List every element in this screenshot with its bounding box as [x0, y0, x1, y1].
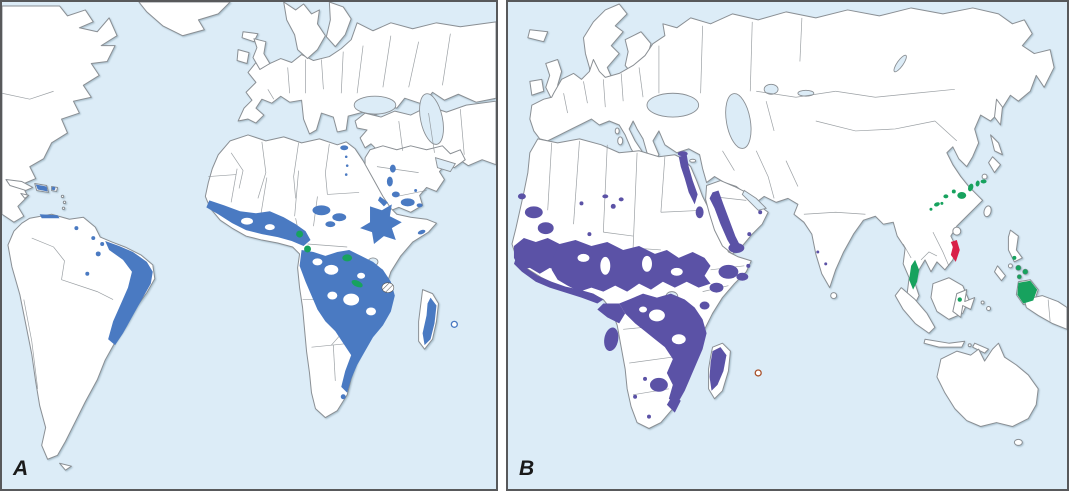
distribution-green-a	[296, 230, 363, 288]
distribution-green-b	[909, 179, 1038, 304]
map-panel-a: A	[0, 0, 498, 491]
panel-label-a: A	[13, 457, 29, 480]
distribution-purple-b	[513, 151, 828, 419]
inland-seas-a	[353, 93, 457, 329]
distribution-red-b	[950, 240, 960, 262]
panel-label-b: B	[519, 457, 535, 480]
hatched-area-a	[381, 282, 395, 293]
map-panel-b: B	[506, 0, 1069, 491]
island-ring-marker-a	[450, 320, 458, 328]
island-ring-marker-b	[754, 369, 762, 377]
world-map-a	[2, 2, 496, 489]
world-map-b	[508, 2, 1067, 489]
distribution-blue-a	[35, 145, 437, 400]
